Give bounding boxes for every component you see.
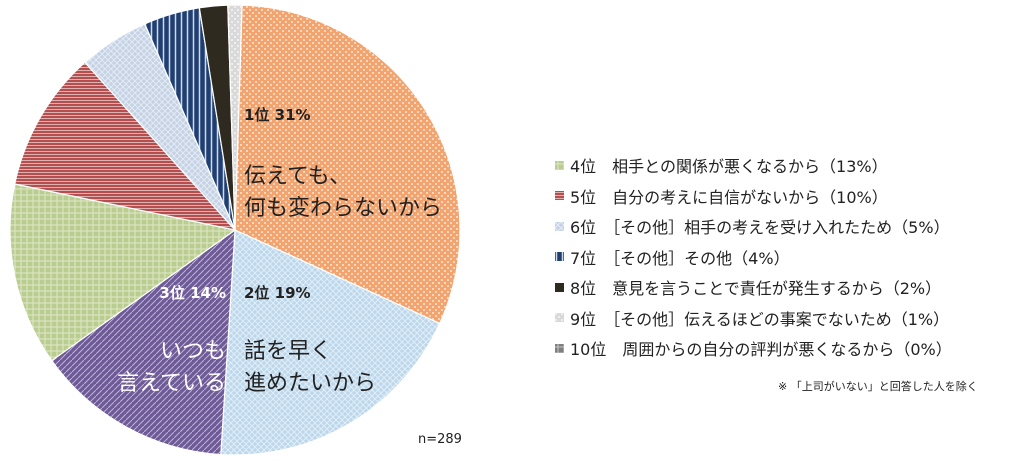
slice-rank-label: 1位 31% [244,106,311,124]
legend-label: 6位 ［その他］相手の考えを受け入れたため（5%） [570,218,950,238]
legend-swatch [555,282,564,292]
slice-reason-label: いつも [160,339,226,364]
legend-item: 4位 相手との関係が悪くなるから（13%） [555,150,952,181]
legend-label: 7位 ［その他］その他（4%） [570,248,790,268]
legend-swatch [555,252,564,262]
legend-swatch [555,160,564,170]
legend-item: 8位 意見を言うことで責任が発生するから（2%） [555,272,952,303]
slice-reason-label: 話を早く [244,339,332,364]
slice-rank-label: 2位 19% [244,284,311,302]
legend-swatch [555,191,564,201]
footnote: ※ 「上司がいない」と回答した人を除く [778,380,978,393]
legend-item: 10位 周囲からの自分の評判が悪くなるから（0%） [555,333,952,364]
legend-item: 9位 ［その他］伝えるほどの事案でないため（1%） [555,303,952,334]
slice-rank-label: 3位 14% [159,284,226,302]
legend-item: 6位 ［その他］相手の考えを受け入れたため（5%） [555,211,952,242]
slice-reason-label: 何も変わらないから [244,196,442,221]
slice-reason-label: 進めたいから [244,371,376,396]
legend-swatch [555,313,564,323]
legend-item: 7位 ［その他］その他（4%） [555,242,952,273]
legend-swatch [555,343,564,353]
legend-swatch [555,221,564,231]
pie-slice [227,4,243,231]
pie-slice [234,4,461,325]
legend-label: 5位 自分の考えに自信がないから（10%） [570,187,888,207]
legend-label: 8位 意見を言うことで責任が発生するから（2%） [570,279,942,299]
pie-slice [14,61,237,231]
pie-slice [9,183,237,362]
legend-item: 5位 自分の考えに自信がないから（10%） [555,181,952,212]
legend: 4位 相手との関係が悪くなるから（13%） 5位 自分の考えに自信がないから（10… [555,150,952,364]
legend-label: 10位 周囲からの自分の評判が悪くなるから（0%） [570,340,952,360]
slice-reason-label: 言えている [117,371,226,396]
pie-slice [50,228,236,456]
slice-reason-label: 伝えても、 [244,164,351,189]
legend-label: 4位 相手との関係が悪くなるから（13%） [570,157,888,177]
legend-label: 9位 ［その他］伝えるほどの事案でないため（1%） [570,309,950,329]
sample-size-label: n=289 [418,432,462,447]
pie-slice [220,229,441,456]
pie-slices [9,4,461,456]
